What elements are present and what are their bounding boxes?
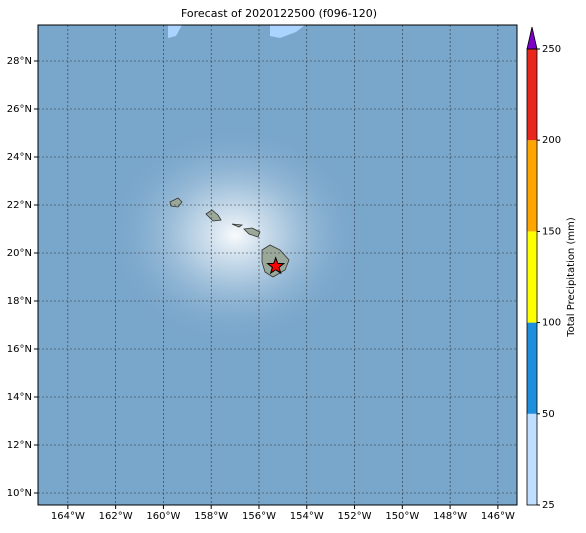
- y-tick-label: 28°N: [7, 56, 32, 67]
- colorbar-segment: [527, 49, 537, 141]
- x-tick-label: 164°W: [51, 511, 85, 522]
- colorbar-segment: [527, 231, 537, 323]
- map-title: Forecast of 2020122500 (f096-120): [181, 7, 377, 20]
- colorbar-segment: [527, 140, 537, 232]
- colorbar-label: Total Precipitation (mm): [566, 217, 577, 338]
- y-tick-label: 14°N: [7, 392, 32, 403]
- colorbar-tick-label: 150: [542, 226, 561, 237]
- x-tick-label: 162°W: [99, 511, 133, 522]
- map-frame: [37, 24, 518, 506]
- y-tick-label: 20°N: [7, 248, 32, 259]
- y-tick-label: 24°N: [7, 152, 32, 163]
- x-tick-label: 152°W: [338, 511, 372, 522]
- colorbar-segment: [527, 413, 537, 505]
- y-tick-label: 26°N: [7, 104, 32, 115]
- colorbar-tick-label: 250: [542, 44, 561, 55]
- colorbar-tick-label: 50: [542, 409, 555, 420]
- location-marker: [266, 256, 286, 275]
- cloud: [168, 25, 182, 38]
- x-tick-label: 154°W: [290, 511, 324, 522]
- colorbar-segment: [527, 322, 537, 414]
- glow: [105, 125, 365, 345]
- colorbar-frame: [526, 48, 538, 506]
- colorbar-tick-label: 25: [542, 500, 555, 511]
- x-tick-label: 146°W: [481, 511, 515, 522]
- x-tick-label: 160°W: [146, 511, 180, 522]
- y-tick-label: 18°N: [7, 296, 32, 307]
- cloud: [270, 25, 305, 38]
- y-tick-label: 22°N: [7, 200, 32, 211]
- colorbar-extend: [526, 26, 538, 50]
- map-area: [38, 25, 517, 505]
- x-tick-label: 150°W: [385, 511, 419, 522]
- x-tick-label: 156°W: [242, 511, 276, 522]
- x-tick-label: 158°W: [194, 511, 228, 522]
- y-tick-label: 10°N: [7, 488, 32, 499]
- y-tick-label: 16°N: [7, 344, 32, 355]
- colorbar-tick-label: 100: [542, 318, 561, 329]
- colorbar-tick-label: 200: [542, 135, 561, 146]
- x-tick-label: 148°W: [433, 511, 467, 522]
- y-tick-label: 12°N: [7, 440, 32, 451]
